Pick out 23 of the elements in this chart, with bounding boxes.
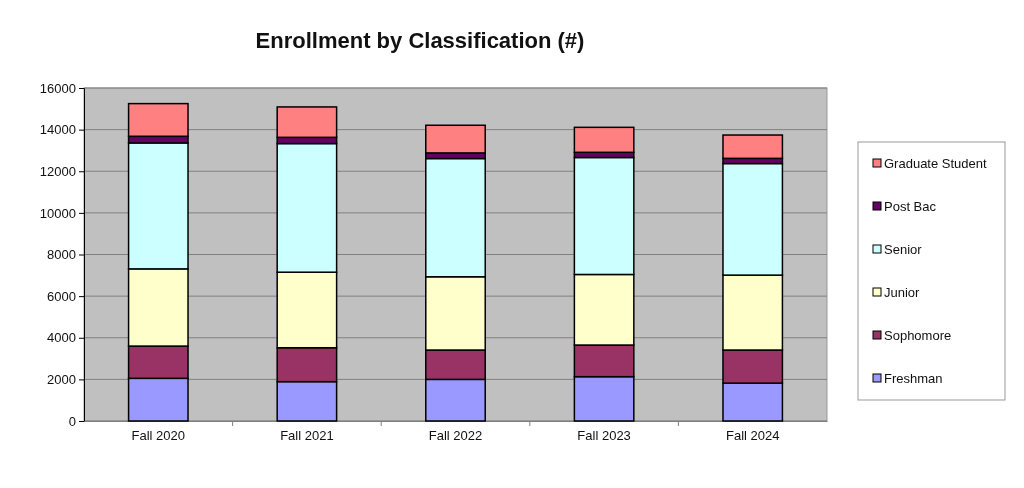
y-tick-label: 16000 xyxy=(39,80,76,96)
chart-title: Enrollment by Classification (#) xyxy=(255,28,585,53)
bar xyxy=(573,126,635,154)
y-tick-label: 0 xyxy=(68,413,76,429)
y-tick-label: 14000 xyxy=(39,122,76,138)
x-tick-label: Fall 2021 xyxy=(280,428,334,444)
y-tick-label: 10000 xyxy=(39,205,76,221)
y-tick-label: 2000 xyxy=(47,372,76,388)
y-tick-label: 12000 xyxy=(39,163,76,179)
legend-label: Junior xyxy=(884,285,921,300)
legend-label: Sophomore xyxy=(884,328,952,343)
legend-label: Senior xyxy=(884,242,923,257)
bar xyxy=(722,134,784,160)
x-tick-label: Fall 2020 xyxy=(131,428,186,444)
x-tick-label: Fall 2024 xyxy=(725,428,780,444)
y-tick-label: 6000 xyxy=(47,288,76,304)
y-tick-label: 4000 xyxy=(47,330,76,346)
legend-label: Freshman xyxy=(884,371,943,386)
y-tick-label: 8000 xyxy=(47,247,76,263)
x-tick-label: Fall 2022 xyxy=(428,428,483,444)
x-tick-label: Fall 2023 xyxy=(577,428,631,444)
legend-label: Post Bac xyxy=(884,199,937,214)
legend-label: Graduate Student xyxy=(884,156,988,171)
